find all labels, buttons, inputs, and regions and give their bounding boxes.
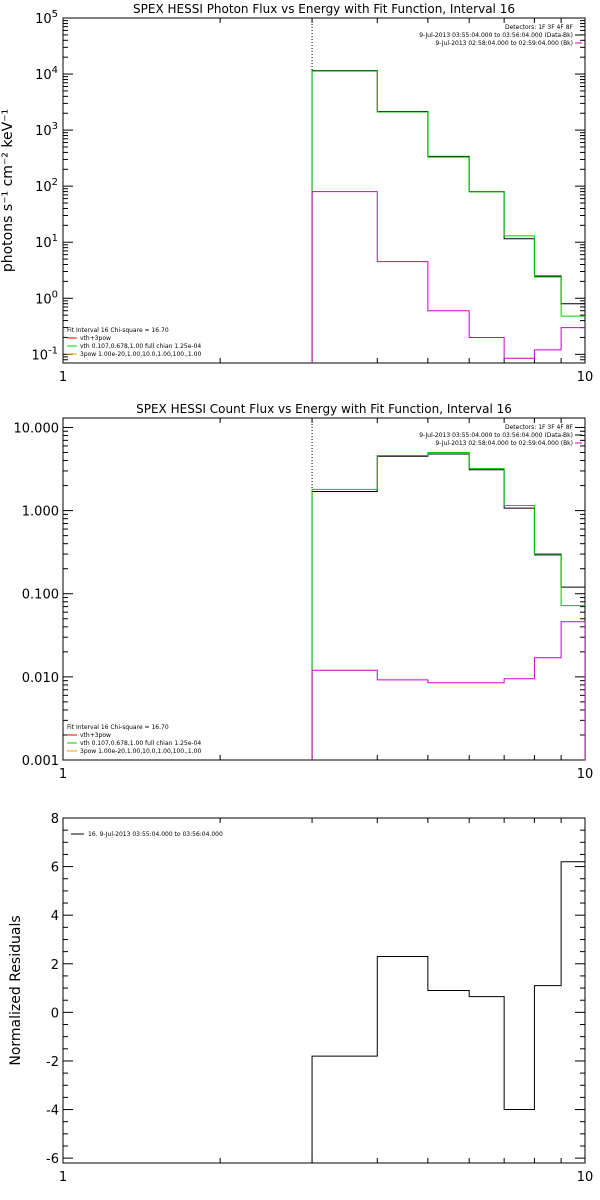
- photon-flux-y-tick-label: 101: [35, 233, 58, 251]
- residuals-y-tick-label: 2: [51, 958, 59, 973]
- photon-flux-y-tick-exponent: 0: [52, 289, 58, 300]
- photon-flux-legend-entry: 3pow 1.00e-20,1.00,10.0,1.00,100.,1.00: [80, 351, 201, 358]
- photon-flux-x-tick-label: 10: [577, 370, 594, 385]
- photon-flux-y-axis-label: photons s⁻¹ cm⁻² keV⁻¹: [0, 109, 16, 272]
- residuals-y-tick-label: -2: [46, 1055, 59, 1070]
- residuals-y-tick-label: -4: [46, 1104, 59, 1119]
- photon-flux-legend-title: Fit Interval 16 Chi-square = 16.70: [67, 327, 169, 334]
- residuals-y-tick-label: 0: [51, 1006, 59, 1021]
- photon-flux-series-1-step-line: [311, 70, 585, 363]
- residuals-y-tick-label: -6: [46, 1152, 59, 1167]
- count-flux-y-tick-label: 0.001: [22, 754, 59, 769]
- residuals-series-group: [311, 861, 585, 1163]
- residuals-series-0-step-line: [311, 861, 585, 1163]
- count-flux-x-tick-label: 1: [59, 767, 67, 782]
- photon-flux-y-tick-exponent: 1: [52, 233, 58, 244]
- count-flux-legend-entry: vth 0.107,0.678,1.00 full chian 1.25e-04: [80, 740, 201, 747]
- photon-flux-y-tick-exponent: -1: [48, 345, 58, 356]
- photon-flux-y-tick-label: 102: [35, 177, 58, 195]
- count-flux-title: SPEX HESSI Count Flux vs Energy with Fit…: [136, 402, 512, 416]
- photon-flux-y-tick-label: 100: [35, 289, 58, 307]
- residuals-x-tick-label: 1: [59, 1170, 67, 1185]
- residuals-legend-entry: 16. 9-Jul-2013 03:55:04.000 to 03:56:04.…: [88, 831, 223, 838]
- photon-flux-y-tick-base: 10: [35, 180, 52, 195]
- count-flux-series-1-step-line: [311, 451, 585, 760]
- count-flux-plot-frame: [62, 417, 586, 761]
- count-flux-info-line: Detectors: 1F 3F 4F 8F: [505, 424, 574, 431]
- residuals-x-tick-label: 10: [577, 1170, 594, 1185]
- photon-flux-y-tick-label: 103: [35, 121, 58, 139]
- photon-flux-x-tick-label: 1: [59, 370, 67, 385]
- count-flux-legend-title: Fit Interval 16 Chi-square = 16.70: [67, 724, 169, 731]
- count-flux-info-line: 9-Jul-2013 02:58:04.000 to 02:59:04.000 …: [435, 440, 573, 447]
- count-flux-info-line: 9-Jul-2013 03:55:04.000 to 03:56:04.000 …: [419, 432, 573, 439]
- photon-flux-legend-entry: vth 0.107,0.678,1.00 full chian 1.25e-04: [80, 343, 201, 350]
- photon-flux-y-tick-base: 10: [35, 124, 52, 139]
- photon-flux-y-tick-exponent: 4: [52, 65, 58, 76]
- residuals-y-tick-label: 6: [51, 861, 59, 876]
- photon-flux-series-0-step-line: [311, 70, 585, 363]
- count-flux-series-2-step-line: [311, 621, 585, 760]
- photon-flux-series-group: [311, 70, 585, 363]
- photon-flux-y-tick-base: 10: [35, 68, 52, 83]
- residuals-plot-frame: [62, 817, 586, 1164]
- photon-flux-y-tick-base: 10: [31, 348, 48, 363]
- photon-flux-info-line: Detectors: 1F 3F 4F 8F: [505, 24, 574, 31]
- residuals-y-tick-label: 4: [51, 909, 59, 924]
- count-flux-series-0-step-line: [311, 453, 585, 760]
- count-flux-y-tick-label: 1.000: [22, 505, 59, 520]
- photon-flux-y-tick-exponent: 2: [52, 177, 58, 188]
- count-flux-y-tick-label: 10.000: [14, 421, 60, 436]
- photon-flux-y-tick-base: 10: [35, 12, 52, 27]
- photon-flux-info-line: 9-Jul-2013 03:55:04.000 to 03:56:04.000 …: [419, 32, 573, 39]
- photon-flux-info-line: 9-Jul-2013 02:58:04.000 to 02:59:04.000 …: [435, 40, 573, 47]
- photon-flux-y-tick-base: 10: [35, 292, 52, 307]
- photon-flux-panel: SPEX HESSI Photon Flux vs Energy with Fi…: [0, 2, 593, 385]
- photon-flux-y-tick-label: 10-1: [31, 345, 58, 363]
- residuals-panel: 1 10 -6 -4 -2 0 2 4 6 8 Normalized Residuals 16. 9-…: [8, 812, 593, 1185]
- photon-flux-y-tick-label: 105: [35, 9, 58, 27]
- count-flux-y-tick-label: 0.010: [22, 671, 59, 686]
- photon-flux-title: SPEX HESSI Photon Flux vs Energy with Fi…: [133, 2, 515, 16]
- count-flux-legend-entry: vth+3pow: [80, 732, 111, 739]
- residuals-y-tick-label: 8: [51, 812, 59, 827]
- photon-flux-legend-entry: vth+3pow: [80, 335, 111, 342]
- photon-flux-plot-frame: [62, 17, 586, 364]
- count-flux-series-group: [311, 451, 585, 760]
- count-flux-legend-entry: 3pow 1.00e-20,1.00,10.0,1.00,100.,1.00: [80, 748, 201, 755]
- count-flux-panel: SPEX HESSI Count Flux vs Energy with Fit…: [14, 402, 594, 782]
- count-flux-x-tick-label: 10: [577, 767, 594, 782]
- photon-flux-y-tick-label: 104: [35, 65, 58, 83]
- photon-flux-series-2-step-line: [311, 191, 585, 363]
- count-flux-y-tick-label: 0.100: [22, 588, 59, 603]
- photon-flux-y-tick-exponent: 5: [52, 9, 58, 20]
- residuals-y-axis-label: Normalized Residuals: [8, 915, 24, 1065]
- photon-flux-y-tick-base: 10: [35, 236, 52, 251]
- photon-flux-y-tick-exponent: 3: [52, 121, 58, 132]
